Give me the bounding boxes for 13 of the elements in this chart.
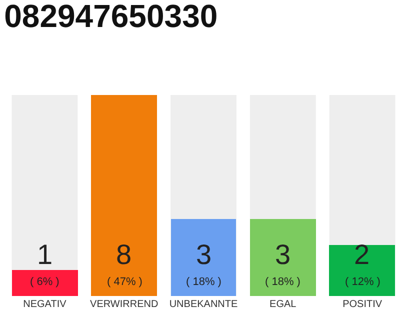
x-tick-label: EGAL (270, 299, 297, 310)
data-label: 3 ( 18% ) (186, 239, 222, 288)
data-label: 8 ( 47% ) (107, 239, 142, 288)
x-tick-label: NEGATIV (23, 299, 67, 310)
data-label: 2 ( 12% ) (345, 239, 380, 288)
data-label: 1 ( 6% ) (30, 239, 60, 288)
bar (329, 245, 395, 296)
bar (12, 270, 78, 296)
data-label: 3 ( 18% ) (265, 239, 300, 288)
x-tick-label: UNBEKANNTE (169, 299, 238, 310)
chart-title: 082947650330 (4, 0, 218, 34)
x-tick-label: VERWIRREND (90, 299, 158, 310)
x-tick-label: POSITIV (342, 299, 382, 310)
